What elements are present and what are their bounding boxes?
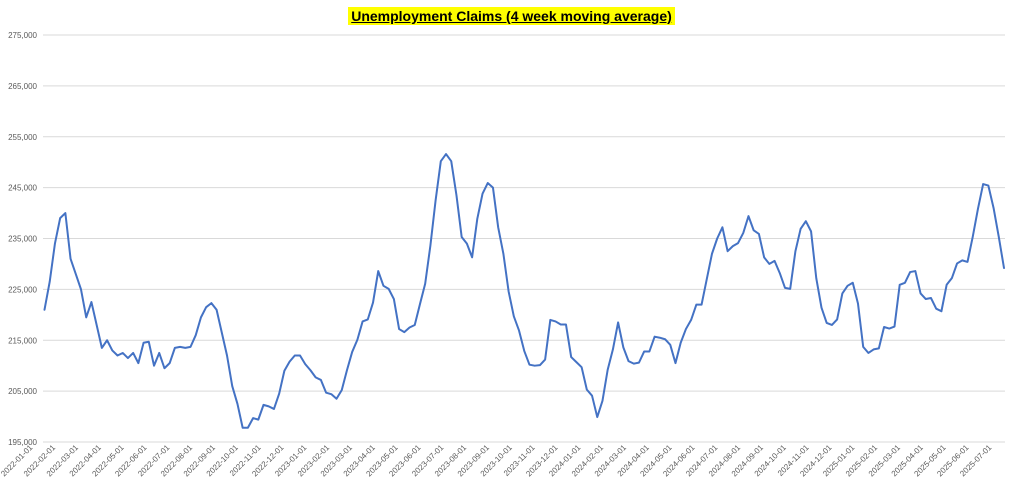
y-axis-tick-labels: 195,000 205,000 215,000 225,000 235,000 245,0… [8, 31, 37, 447]
gridlines [43, 34, 1005, 443]
y-tick-label: 235,000 [8, 235, 37, 244]
y-tick-label: 225,000 [8, 285, 37, 294]
y-tick-label: 275,000 [8, 31, 37, 40]
y-tick-label: 265,000 [8, 82, 37, 91]
y-tick-label: 215,000 [8, 336, 37, 345]
y-tick-label: 245,000 [8, 184, 37, 193]
y-tick-label: 205,000 [8, 387, 37, 396]
y-tick-label: 195,000 [8, 438, 37, 447]
chart-title: Unemployment Claims (4 week moving avera… [348, 7, 675, 25]
chart-title-wrap: Unemployment Claims (4 week moving avera… [0, 7, 1023, 26]
series-layer [43, 153, 1005, 429]
x-axis-tick-labels: 2022-01-012022-02-012022-03-012022-04-01… [0, 443, 994, 479]
series-line [43, 153, 1005, 429]
y-tick-label: 255,000 [8, 133, 37, 142]
